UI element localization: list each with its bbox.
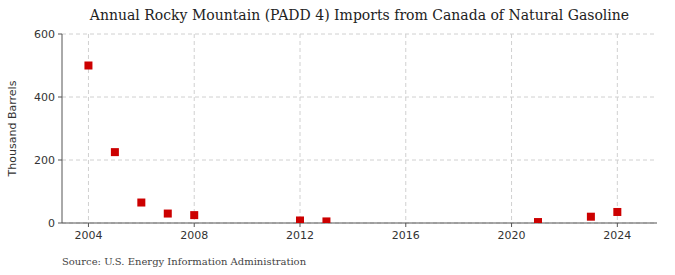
y-axis-line xyxy=(62,34,63,223)
y-tick-label: 400 xyxy=(34,91,55,104)
y-tick-label: 600 xyxy=(34,28,55,41)
grid-line xyxy=(62,160,657,161)
grid-line xyxy=(194,34,195,223)
y-tick xyxy=(58,160,62,161)
y-tick xyxy=(58,97,62,98)
x-tick-label: 2020 xyxy=(498,229,526,242)
x-axis-line xyxy=(62,223,657,224)
title: Annual Rocky Mountain (PADD 4) Imports f… xyxy=(89,7,629,23)
x-tick xyxy=(88,223,89,227)
y-tick xyxy=(58,34,62,35)
x-tick xyxy=(300,223,301,227)
grid xyxy=(62,34,657,223)
point xyxy=(296,216,304,223)
x-tick xyxy=(617,223,618,227)
chart: 2004 2008 2012 2016 2020 2024 0 200 400 600 Annual… xyxy=(0,0,675,275)
source-note: Source: U.S. Energy Information Administ… xyxy=(62,256,307,267)
grid-line xyxy=(405,34,406,223)
x-tick-label: 2024 xyxy=(603,229,631,242)
grid-line xyxy=(511,34,512,223)
grid-line xyxy=(62,97,657,98)
point xyxy=(587,213,595,221)
x-tick-label: 2012 xyxy=(286,229,314,242)
grid-line xyxy=(617,34,618,223)
x-tick xyxy=(405,223,406,227)
x-tick xyxy=(511,223,512,227)
point xyxy=(111,148,119,156)
axes: 2004 2008 2012 2016 2020 2024 0 200 400 600 xyxy=(34,28,657,242)
grid-line xyxy=(300,34,301,223)
x-tick-label: 2008 xyxy=(180,229,208,242)
points xyxy=(84,62,621,224)
x-tick-label: 2004 xyxy=(74,229,102,242)
point xyxy=(613,208,621,216)
point xyxy=(164,210,172,218)
point xyxy=(137,199,145,207)
point xyxy=(534,218,542,223)
y-tick-label: 0 xyxy=(48,217,55,230)
point xyxy=(190,211,198,219)
point xyxy=(322,217,330,223)
point xyxy=(84,62,92,70)
grid-line xyxy=(62,223,657,224)
x-tick xyxy=(194,223,195,227)
y-tick-label: 200 xyxy=(34,154,55,167)
grid-line xyxy=(62,34,657,35)
y-axis-label: Thousand Barrels xyxy=(6,80,19,177)
y-tick xyxy=(58,223,62,224)
x-tick-label: 2016 xyxy=(392,229,420,242)
